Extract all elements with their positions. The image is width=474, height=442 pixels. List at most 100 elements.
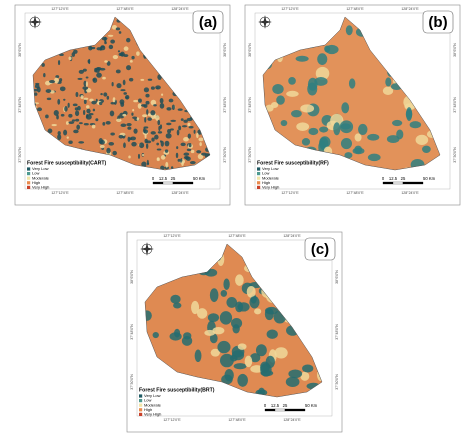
map-patch [86,105,90,109]
map-patch [160,140,164,147]
legend-swatch [139,403,143,407]
map-patch [47,128,53,134]
map-patch [109,110,115,117]
map-patch [77,77,83,81]
scale-label: 50 Km [193,176,206,181]
map-patch [341,102,350,114]
map-patch [105,121,111,125]
map-patch [45,114,49,119]
map-patch [43,72,46,78]
map-patch [115,69,121,74]
map-patch [181,125,188,128]
map-patch [196,150,202,154]
map-patch [169,332,182,341]
map-patch [99,67,106,71]
legend-item: Very High [32,184,49,189]
map-patch [56,114,59,120]
map-patch [186,117,193,122]
map-patch [168,98,174,103]
map-patch [112,97,116,103]
map-patch [83,123,89,126]
map-patch [147,162,150,165]
map-patch [181,161,184,167]
legend-title: Forest Fire susceptibility(RF) [257,160,329,166]
map-patch [49,80,56,84]
map-patch [204,329,216,336]
map-patch [291,110,302,118]
longitude-label: 127°48'0"E [228,234,246,238]
map-patch [78,69,84,74]
map-patch [68,140,73,144]
legend-swatch [27,185,31,189]
map-patch [123,92,127,95]
map-outline [144,243,323,398]
north-arrow [258,20,272,24]
legend-swatch [27,176,31,180]
legend-item: Moderate [144,402,162,407]
map-patch [367,133,380,141]
map-patch [138,98,142,103]
map-patch [340,138,353,150]
scale-label: 25 [171,176,176,181]
map-patch [82,86,89,90]
map-patch [55,75,60,79]
map-patch [99,144,105,149]
map-patch [166,107,172,111]
map-patch [116,83,122,89]
scale-bar [392,181,404,185]
map-patch [171,104,175,111]
legend-item: High [262,180,270,185]
map-patch [131,141,137,147]
map-patch [92,77,98,83]
map-patch [34,92,38,96]
latitude-label: 37°30'0"N [248,147,252,163]
map-patch [209,333,218,344]
panel-label-box [192,10,224,34]
map-patch [317,53,328,66]
scale-bar [382,181,394,185]
map-patch [396,129,404,140]
map-patch [183,119,188,123]
map-patch [57,131,61,136]
scale-label: 0 [264,403,267,408]
legend-swatch [257,185,261,189]
map-patch [315,66,330,81]
map-patch [85,81,88,87]
map-patch [154,134,159,140]
map-patch [422,145,431,154]
map-patch [415,134,429,146]
latitude-label: 37°48'0"N [453,97,457,113]
map-patch [120,89,126,92]
map-patch [59,78,63,82]
map-patch [145,310,152,321]
map-patch [156,142,160,146]
longitude-label: 128°24'0"E [283,234,301,238]
map-patch [63,129,68,136]
map-patch [276,95,285,105]
map-patch [190,149,195,154]
map-patch [319,126,329,133]
map-frame [24,12,221,190]
map-patch [152,331,159,339]
longitude-label: 128°24'0"E [283,418,301,422]
scale-bar [264,408,276,412]
map-patch [66,136,69,139]
map-patch [344,152,353,159]
map-patch [71,119,76,122]
map-patch [171,166,174,169]
map-patch [209,288,219,303]
map-patch [405,108,413,120]
map-patch [88,45,93,51]
map-patch [137,103,142,109]
scale-label: 25 [401,176,406,181]
map-patch [170,294,181,304]
map-patch [345,25,353,36]
map-patch [301,137,311,146]
map-patch [186,148,192,152]
latitude-label: 37°48'0"N [18,97,22,113]
map-patch [78,122,83,125]
map-patch [296,122,310,131]
map-patch [151,137,155,142]
map-patch [123,46,129,51]
legend-swatch [27,181,31,185]
